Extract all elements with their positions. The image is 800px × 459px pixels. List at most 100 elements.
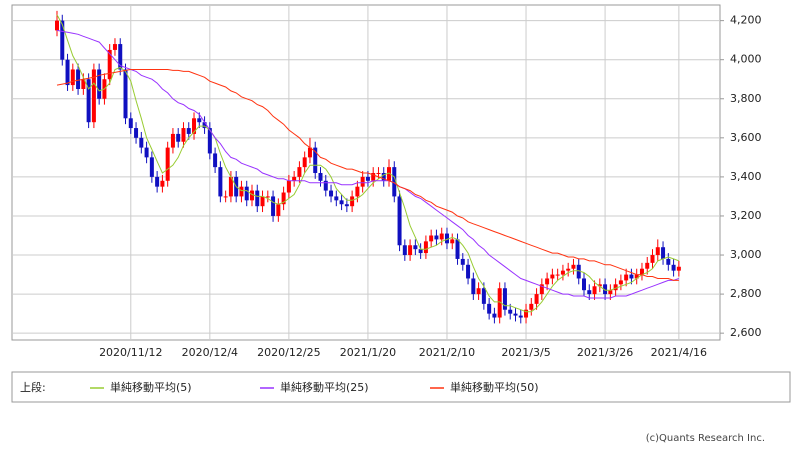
candle-body (170, 133, 175, 148)
candle-body (223, 196, 228, 198)
candle-body (608, 290, 613, 295)
x-tick-label: 2020/11/12 (99, 346, 162, 359)
candle-body (429, 235, 434, 242)
candle-body (582, 278, 586, 291)
candle-body (666, 258, 671, 265)
y-tick-label: 3,000 (730, 248, 762, 261)
candle-body (271, 196, 276, 216)
candle-body (466, 264, 471, 279)
candle-body (292, 176, 297, 181)
candle-body (360, 176, 365, 187)
candle-body (413, 245, 418, 250)
candle-body (112, 44, 117, 50)
candle-body (228, 176, 233, 197)
candle-body (149, 157, 154, 177)
x-tick-label: 2021/3/5 (501, 346, 550, 359)
legend-label: 単純移動平均(25) (280, 380, 369, 394)
candle-body (534, 294, 539, 304)
candle-body (239, 186, 244, 197)
candle-body (434, 235, 439, 240)
candle-body (365, 176, 370, 181)
candle-body (265, 196, 270, 198)
candle-body (134, 128, 139, 138)
candle-body (560, 270, 565, 275)
candle-body (587, 290, 592, 295)
candle-body (476, 288, 481, 295)
candle-body (524, 309, 529, 318)
legend-label: 単純移動平均(5) (110, 380, 192, 394)
candle-body (518, 315, 523, 318)
candle-body (81, 79, 86, 89)
candle-body (334, 196, 339, 201)
candle-body (576, 264, 581, 279)
candle-body (165, 147, 170, 181)
candle-body (539, 284, 544, 295)
candle-body (618, 280, 623, 285)
candle-body (155, 176, 160, 187)
candle-body (402, 245, 407, 256)
x-tick-label: 2021/1/20 (340, 346, 396, 359)
candle-body (634, 274, 639, 279)
candle-body (624, 274, 629, 281)
candle-body (139, 137, 144, 148)
candle-body (529, 303, 534, 310)
candle-body (249, 190, 254, 201)
candle-body (650, 255, 655, 263)
candle-body (418, 249, 423, 254)
x-tick-label: 2021/4/16 (651, 346, 707, 359)
candle-body (513, 313, 518, 316)
candle-body (313, 147, 318, 173)
candle-body (186, 128, 191, 134)
candle-body (318, 172, 323, 181)
candle-body (455, 239, 460, 259)
candle-body (118, 44, 123, 70)
candle-body (376, 172, 381, 174)
candle-body (128, 118, 133, 129)
y-tick-label: 2,800 (730, 287, 762, 300)
x-tick-label: 2020/12/25 (257, 346, 320, 359)
candle-body (86, 79, 91, 123)
candle-body (571, 264, 576, 269)
candle-body (260, 196, 265, 207)
candle-body (471, 278, 476, 295)
candle-body (218, 167, 223, 197)
y-tick-label: 4,000 (730, 53, 762, 66)
legend-label: 単純移動平均(50) (450, 380, 539, 394)
candle-body (307, 147, 312, 158)
candle-body (392, 167, 397, 197)
candle-body (339, 200, 344, 205)
candle-body (65, 59, 70, 86)
candle-body (592, 286, 597, 295)
candle-body (123, 69, 128, 119)
candle-body (629, 274, 634, 279)
candle-body (323, 180, 328, 191)
candle-body (603, 284, 608, 295)
candle-body (181, 128, 186, 142)
candle-body (508, 309, 513, 314)
candle-body (481, 288, 486, 304)
credit: (c)Quants Research Inc. (646, 433, 765, 444)
candle-body (408, 245, 413, 256)
candle-body (397, 196, 402, 246)
candle-body (197, 118, 202, 123)
candle-body (144, 147, 149, 158)
candle-body (487, 303, 492, 314)
candle-body (276, 204, 281, 216)
candle-body (97, 69, 102, 99)
candle-body (545, 278, 550, 285)
candle-body (550, 274, 555, 279)
candle-body (244, 186, 249, 201)
y-tick-label: 4,200 (730, 14, 762, 27)
candle-body (176, 133, 181, 142)
y-tick-label: 2,600 (730, 326, 762, 339)
x-tick-label: 2021/3/26 (577, 346, 633, 359)
y-tick-label: 3,800 (730, 92, 762, 105)
candle-body (444, 233, 449, 244)
candle-body (76, 69, 81, 89)
candle-body (387, 167, 392, 181)
candle-body (355, 186, 360, 197)
x-tick-label: 2021/2/10 (419, 346, 475, 359)
candle-body (70, 69, 75, 86)
candle-body (439, 233, 444, 240)
